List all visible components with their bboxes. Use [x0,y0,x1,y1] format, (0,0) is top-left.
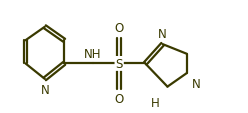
Text: N: N [158,28,167,41]
Text: NH: NH [84,47,102,60]
Text: O: O [115,93,124,105]
Text: N: N [40,83,49,96]
Text: O: O [115,22,124,35]
Text: S: S [116,57,123,70]
Text: H: H [151,96,159,109]
Text: N: N [192,77,200,90]
